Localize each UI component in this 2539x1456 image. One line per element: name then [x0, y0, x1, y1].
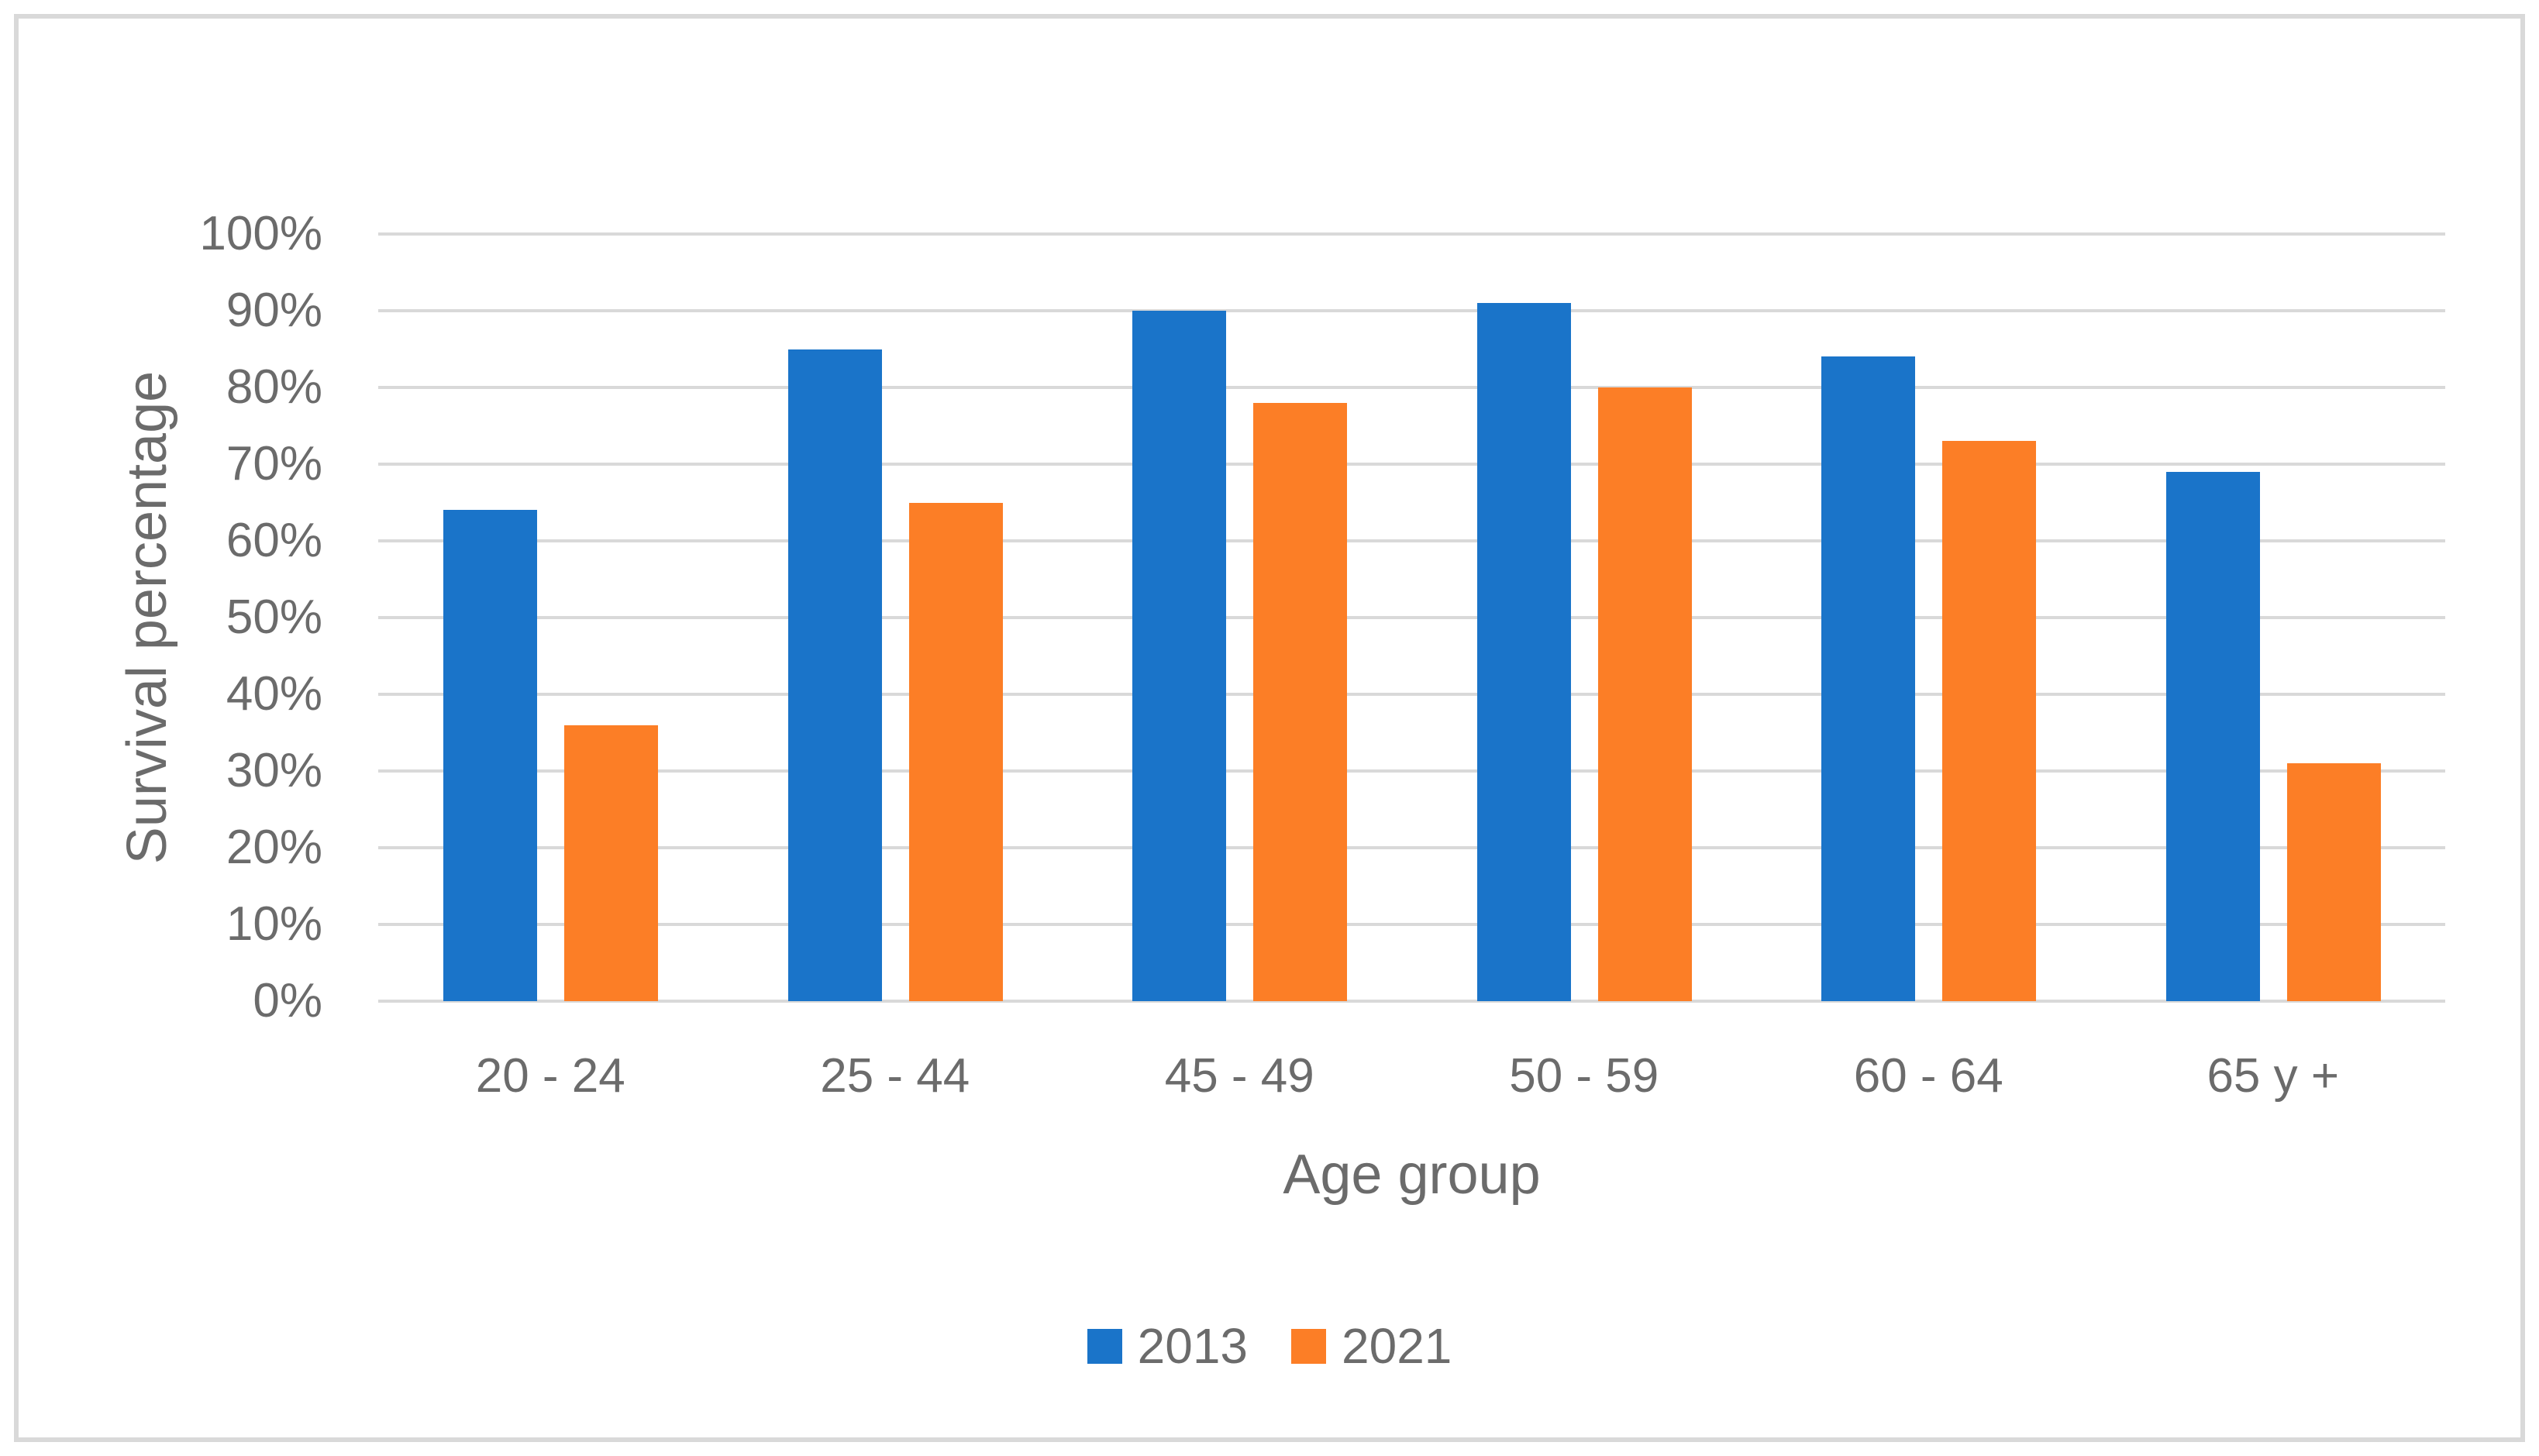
bar-group-50-59 — [1412, 234, 1757, 1001]
legend-label-2021: 2021 — [1342, 1318, 1452, 1374]
bar-groups — [378, 234, 2445, 1001]
bar-2021-20-24 — [564, 725, 659, 1001]
bar-2021-50-59 — [1597, 387, 1692, 1001]
x-tick-label-65y+: 65 y + — [2207, 1049, 2340, 1103]
gridline-10 — [378, 923, 2445, 926]
x-tick-label-45-49: 45 - 49 — [1164, 1049, 1314, 1103]
y-tick-label-20: 20% — [226, 821, 322, 874]
legend-item-2013: 2013 — [1087, 1321, 1248, 1371]
gridline-40 — [378, 693, 2445, 696]
x-tick-label-20-24: 20 - 24 — [475, 1049, 625, 1103]
bar-2013-25-44 — [787, 349, 882, 1001]
gridline-30 — [378, 769, 2445, 773]
legend: 2013 2021 — [0, 1321, 2539, 1371]
legend-swatch-2013 — [1087, 1328, 1122, 1364]
gridline-90 — [378, 309, 2445, 312]
y-tick-label-10: 10% — [226, 897, 322, 951]
gridline-80 — [378, 386, 2445, 389]
y-tick-label-40: 40% — [226, 667, 322, 721]
x-axis-title: Age group — [1283, 1144, 1541, 1206]
y-tick-label-0: 0% — [253, 974, 322, 1027]
bar-group-65y+ — [2101, 234, 2446, 1001]
gridline-70 — [378, 463, 2445, 466]
y-tick-label-30: 30% — [226, 744, 322, 797]
y-tick-label-90: 90% — [226, 284, 322, 337]
legend-swatch-2021 — [1291, 1328, 1326, 1364]
x-tick-label-25-44: 25 - 44 — [820, 1049, 970, 1103]
bar-group-45-49 — [1067, 234, 1412, 1001]
x-tick-label-50-59: 50 - 59 — [1509, 1049, 1659, 1103]
bar-2021-65y+ — [2286, 763, 2381, 1001]
bar-2013-60-64 — [1821, 356, 1916, 1001]
bar-2013-20-24 — [443, 510, 538, 1001]
x-tick-label-60-64: 60 - 64 — [1853, 1049, 2003, 1103]
y-axis-title: Survival percentage — [116, 370, 178, 865]
bar-2013-45-49 — [1132, 311, 1227, 1001]
bar-2013-65y+ — [2165, 471, 2260, 1001]
gridline-100 — [378, 232, 2445, 236]
y-tick-label-80: 80% — [226, 360, 322, 414]
gridline-20 — [378, 846, 2445, 849]
bar-2021-60-64 — [1942, 441, 2037, 1001]
bar-2021-45-49 — [1253, 402, 1348, 1001]
gridline-0 — [378, 1000, 2445, 1003]
plot-area: 0% 10% 20% 30% 40% 50% 60% 70% 80% 90% 100% — [199, 210, 2445, 1025]
x-axis-tick-labels: 20 - 24 25 - 44 45 - 49 50 - 59 60 - 64 65 y … — [378, 1052, 2445, 1100]
bar-group-25-44 — [723, 234, 1068, 1001]
bar-group-60-64 — [1756, 234, 2101, 1001]
y-tick-label-70: 70% — [226, 437, 322, 490]
bar-2021-25-44 — [908, 502, 1003, 1001]
bar-group-20-24 — [378, 234, 723, 1001]
gridline-50 — [378, 616, 2445, 619]
y-tick-label-50: 50% — [226, 590, 322, 644]
bar-2013-50-59 — [1476, 303, 1571, 1001]
gridline-60 — [378, 539, 2445, 542]
y-tick-label-100: 100% — [199, 207, 322, 260]
legend-label-2013: 2013 — [1137, 1318, 1248, 1374]
y-tick-label-60: 60% — [226, 514, 322, 567]
legend-item-2021: 2021 — [1291, 1321, 1452, 1371]
